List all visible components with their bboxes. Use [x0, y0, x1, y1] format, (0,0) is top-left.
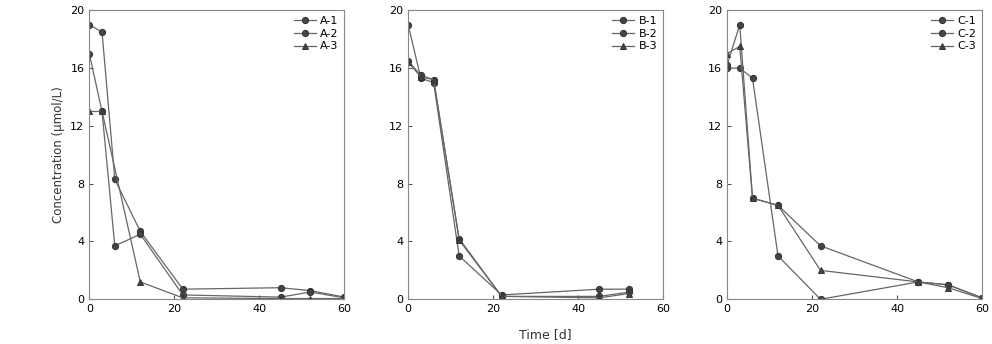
A-1 [177, 287, 188, 291]
C-1 [747, 76, 759, 80]
C-1 [913, 280, 925, 284]
C-3 [721, 52, 733, 56]
B-2 [453, 237, 465, 241]
B-2 [428, 78, 439, 82]
A-1 [275, 286, 287, 290]
C-2 [772, 203, 784, 207]
B-2 [593, 294, 605, 299]
Text: Time [d]: Time [d] [519, 327, 572, 341]
C-2 [976, 296, 988, 300]
B-1 [402, 23, 414, 27]
A-2 [177, 293, 188, 297]
Legend: A-1, A-2, A-3: A-1, A-2, A-3 [292, 14, 341, 54]
C-1 [721, 66, 733, 70]
B-3 [453, 238, 465, 242]
B-3 [496, 294, 508, 299]
C-2 [747, 196, 759, 200]
Line: A-2: A-2 [86, 51, 347, 301]
C-3 [814, 268, 826, 272]
C-1 [772, 254, 784, 258]
A-2 [134, 232, 146, 236]
A-1 [96, 30, 108, 34]
C-2 [913, 280, 925, 284]
C-1 [814, 297, 826, 301]
Line: B-3: B-3 [405, 59, 632, 301]
A-1 [83, 23, 95, 27]
C-3 [976, 297, 988, 301]
Y-axis label: Concentration (μmol/L): Concentration (μmol/L) [52, 86, 64, 223]
Line: C-3: C-3 [724, 43, 985, 302]
A-2 [338, 296, 350, 300]
A-2 [275, 295, 287, 299]
C-2 [942, 283, 954, 287]
C-1 [734, 66, 746, 70]
B-3 [623, 291, 635, 295]
A-1 [305, 289, 316, 293]
C-2 [734, 23, 746, 27]
A-3 [96, 109, 108, 114]
A-2 [305, 290, 316, 294]
A-3 [338, 297, 350, 301]
Line: A-3: A-3 [86, 108, 347, 302]
B-1 [415, 76, 427, 80]
A-2 [96, 109, 108, 114]
A-1 [109, 177, 121, 181]
B-2 [402, 59, 414, 63]
C-1 [942, 283, 954, 287]
Line: B-2: B-2 [405, 58, 632, 300]
Line: C-1: C-1 [724, 65, 985, 302]
A-3 [177, 296, 188, 300]
B-3 [428, 78, 439, 82]
B-3 [402, 60, 414, 64]
A-2 [83, 52, 95, 56]
C-2 [814, 244, 826, 248]
A-3 [134, 280, 146, 284]
C-2 [721, 63, 733, 67]
B-2 [415, 73, 427, 77]
C-3 [747, 196, 759, 200]
B-1 [593, 287, 605, 291]
Line: C-2: C-2 [724, 22, 985, 301]
A-1 [134, 229, 146, 234]
Line: B-1: B-1 [405, 22, 632, 298]
A-2 [109, 244, 121, 248]
B-1 [428, 80, 439, 85]
B-1 [623, 287, 635, 291]
A-3 [305, 297, 316, 301]
B-2 [496, 294, 508, 299]
B-2 [623, 290, 635, 294]
C-3 [913, 280, 925, 284]
C-1 [976, 296, 988, 300]
B-3 [593, 296, 605, 300]
Legend: C-1, C-2, C-3: C-1, C-2, C-3 [929, 14, 979, 54]
B-1 [453, 254, 465, 258]
A-3 [83, 109, 95, 114]
Legend: B-1, B-2, B-3: B-1, B-2, B-3 [610, 14, 660, 54]
B-1 [496, 293, 508, 297]
C-3 [942, 286, 954, 290]
A-1 [338, 295, 350, 299]
Line: A-1: A-1 [86, 22, 347, 300]
B-3 [415, 75, 427, 79]
C-3 [772, 203, 784, 207]
A-3 [275, 297, 287, 301]
C-3 [734, 44, 746, 49]
